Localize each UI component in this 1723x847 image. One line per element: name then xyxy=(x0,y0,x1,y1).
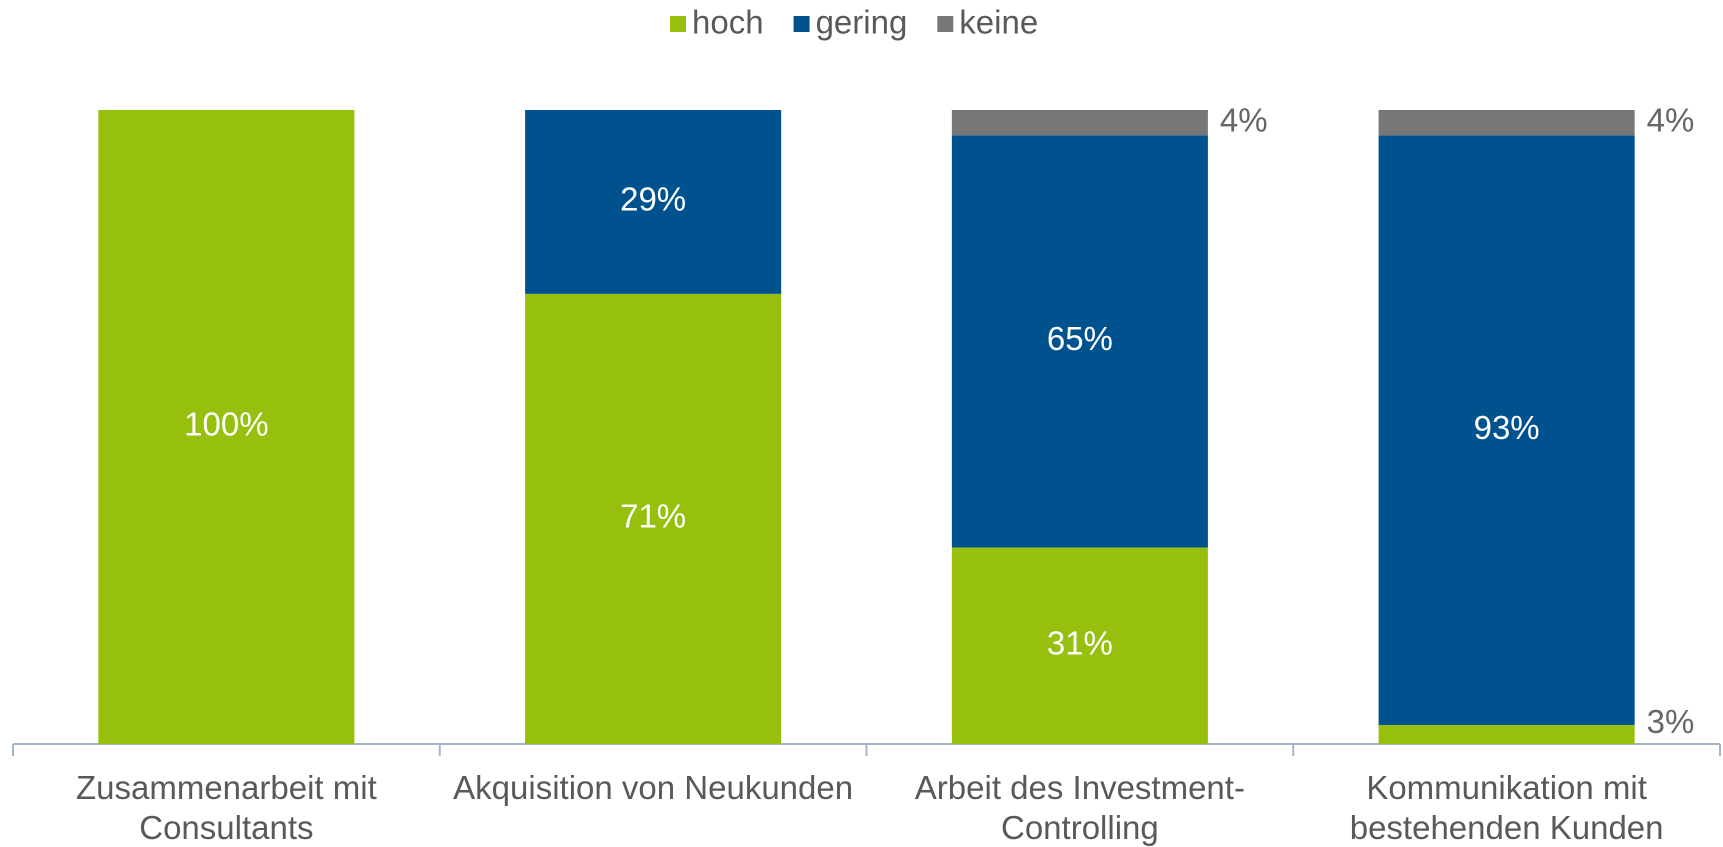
data-label: 93% xyxy=(1474,409,1540,446)
x-tick-label: Kommunikation mit bestehenden Kunden xyxy=(1349,769,1664,846)
bar-segment xyxy=(525,110,782,294)
legend-label: keine xyxy=(959,4,1038,41)
data-label: 71% xyxy=(620,498,686,535)
data-label: 3% xyxy=(1647,703,1695,740)
bar-segment xyxy=(951,110,1208,136)
data-label: 4% xyxy=(1647,101,1695,138)
bar-segment xyxy=(951,135,1208,548)
bar-segment xyxy=(98,110,355,744)
legend-label: gering xyxy=(816,4,908,41)
x-tick-label: Zusammenarbeit mit Consultants xyxy=(75,769,377,846)
bar-segment xyxy=(951,547,1208,744)
x-tick-label: Akquisition von Neukunden xyxy=(453,769,854,806)
x-tick-label: Arbeit des Investment-Controlling xyxy=(914,769,1245,846)
legend-label: hoch xyxy=(692,4,764,41)
data-label: 100% xyxy=(184,406,268,443)
bar-segment xyxy=(525,293,782,744)
data-label: 29% xyxy=(620,181,686,218)
data-label: 4% xyxy=(1220,101,1268,138)
bar-segment xyxy=(1378,110,1635,136)
data-label: 65% xyxy=(1047,320,1113,357)
data-label: 31% xyxy=(1047,624,1113,661)
bar-segment xyxy=(1378,135,1635,725)
legend-swatch xyxy=(793,16,810,32)
bar-segment xyxy=(1378,724,1635,744)
legend-swatch xyxy=(670,16,686,32)
legend-swatch xyxy=(937,16,954,32)
